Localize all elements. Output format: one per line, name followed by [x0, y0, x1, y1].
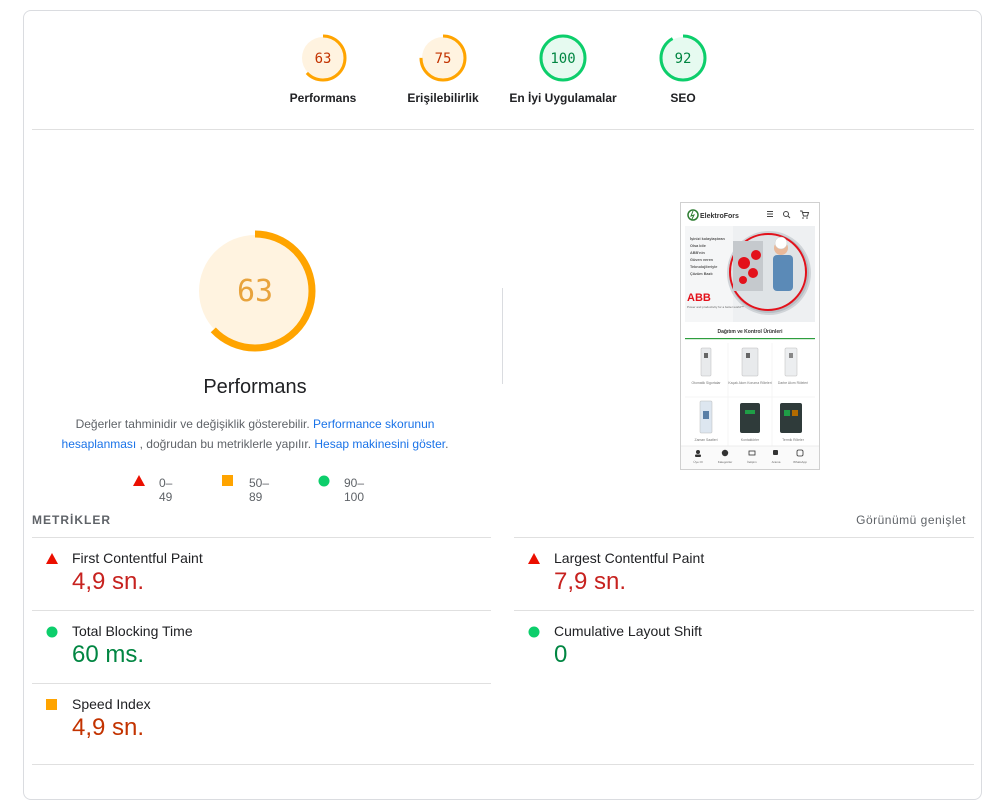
- desc-text: .: [445, 437, 449, 451]
- divider: [514, 610, 974, 611]
- gauge-seo[interactable]: 92 SEO: [613, 34, 753, 105]
- gauge-performance[interactable]: 63 Performans: [253, 34, 393, 105]
- bottom-nav-label: Kategoriler: [718, 460, 733, 464]
- product-label: Darbe Akım Röleleri: [778, 381, 808, 385]
- vertical-divider: [502, 288, 503, 384]
- gauge-ring-icon: 75: [419, 34, 467, 82]
- mail-icon: [748, 450, 756, 456]
- metric-name: Speed Index: [72, 696, 151, 712]
- gauge-score: 75: [435, 51, 452, 67]
- performance-title: Performans: [203, 376, 307, 398]
- page-screenshot-thumbnail[interactable]: ElektroFors İşinizi kolaylaştıran Olsa b…: [680, 202, 820, 470]
- metrics-title: METRİKLER: [32, 513, 111, 527]
- calculator-link[interactable]: Hesap makinesini göster: [314, 437, 446, 451]
- gauge-ring-icon: 92: [659, 34, 707, 82]
- hero-line: İşinizi kolaylaştıran: [690, 237, 725, 241]
- divider: [32, 610, 491, 611]
- product-label: Zaman Saatleri: [695, 438, 718, 442]
- gauge-label: Performans: [289, 91, 357, 105]
- menu-icon: [767, 211, 773, 217]
- hero-line: Olsa bile: [690, 244, 706, 248]
- product-label: Kaçak Akım Koruma Röleleri: [728, 381, 771, 385]
- metric-value: 60 ms.: [72, 641, 145, 668]
- triangle-icon: [46, 553, 58, 564]
- gauge-ring-icon: 100: [539, 34, 587, 82]
- hero-line: Teknolojileriyle: [690, 265, 717, 269]
- gauge-label: En İyi Uygulamalar: [509, 91, 617, 105]
- abb-logo: ABB: [687, 292, 711, 304]
- gauge-label: SEO: [670, 91, 696, 105]
- triangle-icon: [133, 475, 145, 486]
- whatsapp-icon: [796, 449, 804, 457]
- legend-average-label: 50–89: [249, 476, 270, 504]
- gauge-label: Erişilebilirlik: [407, 91, 479, 105]
- gauge-score: 63: [315, 51, 332, 67]
- metric-name: Cumulative Layout Shift: [554, 623, 702, 639]
- performance-score: 63: [237, 274, 273, 309]
- score-calculation-link[interactable]: Performance skorunun hesaplanması: [61, 417, 435, 451]
- gauge-best-practices[interactable]: 100 En İyi Uygulamalar: [493, 34, 633, 105]
- bottom-nav-label: WhatsApp: [793, 460, 807, 464]
- hero-line: ABB'nin: [690, 251, 706, 255]
- triangle-icon: [528, 553, 540, 564]
- gauge-score: 92: [675, 51, 692, 67]
- expand-view-toggle[interactable]: Görünümü genişlet: [856, 513, 966, 527]
- user-icon: [695, 450, 701, 457]
- metric-value: 4,9 sn.: [72, 568, 145, 595]
- section-title: Dağıtım ve Kontrol Ürünleri: [717, 328, 783, 335]
- divider: [32, 129, 974, 130]
- categories-icon: [721, 449, 729, 457]
- bottom-nav-label: Üye Ol: [693, 460, 703, 464]
- tagline: Power and productivity for a better worl…: [687, 305, 744, 309]
- metric-value: 4,9 sn.: [72, 714, 145, 741]
- gauge-accessibility[interactable]: 75 Erişilebilirlik: [373, 34, 513, 105]
- metric-value: 0: [554, 641, 568, 668]
- performance-ring-icon: 63: [194, 230, 316, 352]
- screenshot-image: ElektroFors İşinizi kolaylaştıran Olsa b…: [681, 209, 819, 469]
- circle-icon: [46, 626, 58, 638]
- desc-text: Değerler tahminidir ve değişiklik göster…: [75, 417, 314, 431]
- performance-gauge: 63: [194, 230, 316, 357]
- metric-name: Total Blocking Time: [72, 623, 193, 639]
- gauge-ring-icon: 63: [299, 34, 347, 82]
- product-label: Kontaktörler: [741, 438, 760, 442]
- product-label: Otomatik Sigortalar: [691, 381, 721, 385]
- hero-line: Güven veren: [690, 258, 714, 262]
- square-icon: [46, 699, 57, 710]
- bottom-nav-label: Arama: [772, 460, 781, 464]
- performance-description: Değerler tahminidir ve değişiklik göster…: [55, 414, 455, 454]
- phone-icon: [773, 450, 778, 455]
- category-gauges: 63 Performans 75 Erişilebilirlik 100 En …: [0, 34, 985, 114]
- metric-value: 7,9 sn.: [554, 568, 627, 595]
- site-logo: ElektroFors: [700, 213, 739, 220]
- metric-name: Largest Contentful Paint: [554, 550, 705, 566]
- square-icon: [222, 475, 233, 486]
- search-icon: [783, 211, 791, 219]
- desc-text: , doğrudan bu metriklerle yapılır.: [136, 437, 315, 451]
- divider: [32, 537, 491, 538]
- legend-fail-label: 0–49: [159, 476, 173, 504]
- cart-icon: [800, 210, 810, 219]
- circle-icon: [318, 475, 330, 487]
- divider: [32, 764, 974, 765]
- bottom-nav-label: İletişim: [747, 459, 757, 464]
- divider: [514, 537, 974, 538]
- gauge-score: 100: [550, 51, 575, 67]
- metric-name: First Contentful Paint: [72, 550, 203, 566]
- circle-icon: [528, 626, 540, 638]
- legend-pass-label: 90–100: [344, 476, 365, 504]
- product-label: Termik Röleler: [782, 438, 805, 442]
- hero-line: Çözüm Bazlı: [690, 272, 713, 276]
- divider: [32, 683, 491, 684]
